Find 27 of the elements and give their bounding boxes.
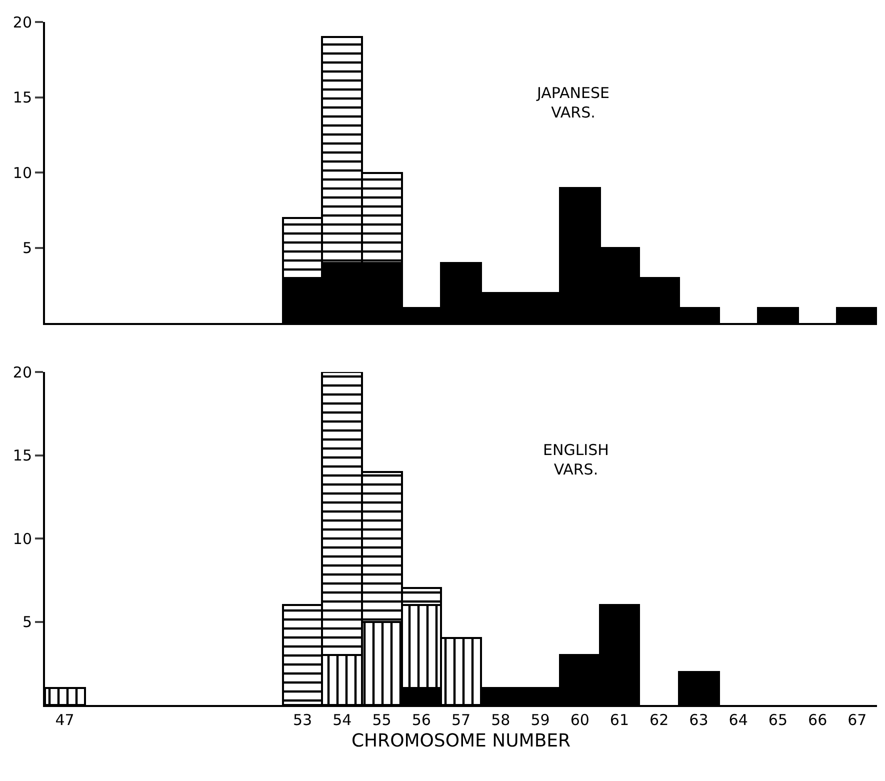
x-tick-label: 57 — [451, 711, 471, 729]
y-tick-label: 15 — [12, 446, 32, 464]
y-tick-label: 15 — [12, 88, 32, 106]
x-tick-label: 63 — [689, 711, 708, 729]
x-tick-label: 54 — [332, 711, 352, 729]
x-tick-label: 59 — [530, 711, 550, 729]
x-tick-label: 56 — [412, 711, 431, 729]
y-tick-label: 20 — [12, 363, 32, 382]
y-tick-label: 5 — [22, 239, 32, 257]
x-tick-label: 67 — [848, 711, 867, 729]
y-tick-label: 10 — [12, 530, 32, 548]
x-tick-label: 65 — [768, 711, 788, 729]
x-tick-label: 55 — [372, 711, 392, 729]
x-tick-label: 53 — [292, 711, 312, 729]
x-axis-title: CHROMOSOME NUMBER — [351, 730, 571, 752]
y-tick-label: 10 — [12, 164, 32, 182]
x-tick-label: 60 — [570, 711, 590, 729]
x-tick-label: 47 — [55, 711, 74, 729]
annotation: ENGLISH VARS. — [543, 441, 609, 478]
x-tick-label: 64 — [728, 711, 748, 729]
y-tick-label: 5 — [22, 613, 32, 631]
x-tick-label: 62 — [650, 711, 669, 729]
x-tick-label: 58 — [491, 711, 510, 729]
y-tick-label: 20 — [12, 13, 32, 32]
x-tick-label: 66 — [808, 711, 828, 729]
x-tick-label: 61 — [610, 711, 630, 729]
annotation: JAPANESE VARS. — [536, 84, 610, 122]
